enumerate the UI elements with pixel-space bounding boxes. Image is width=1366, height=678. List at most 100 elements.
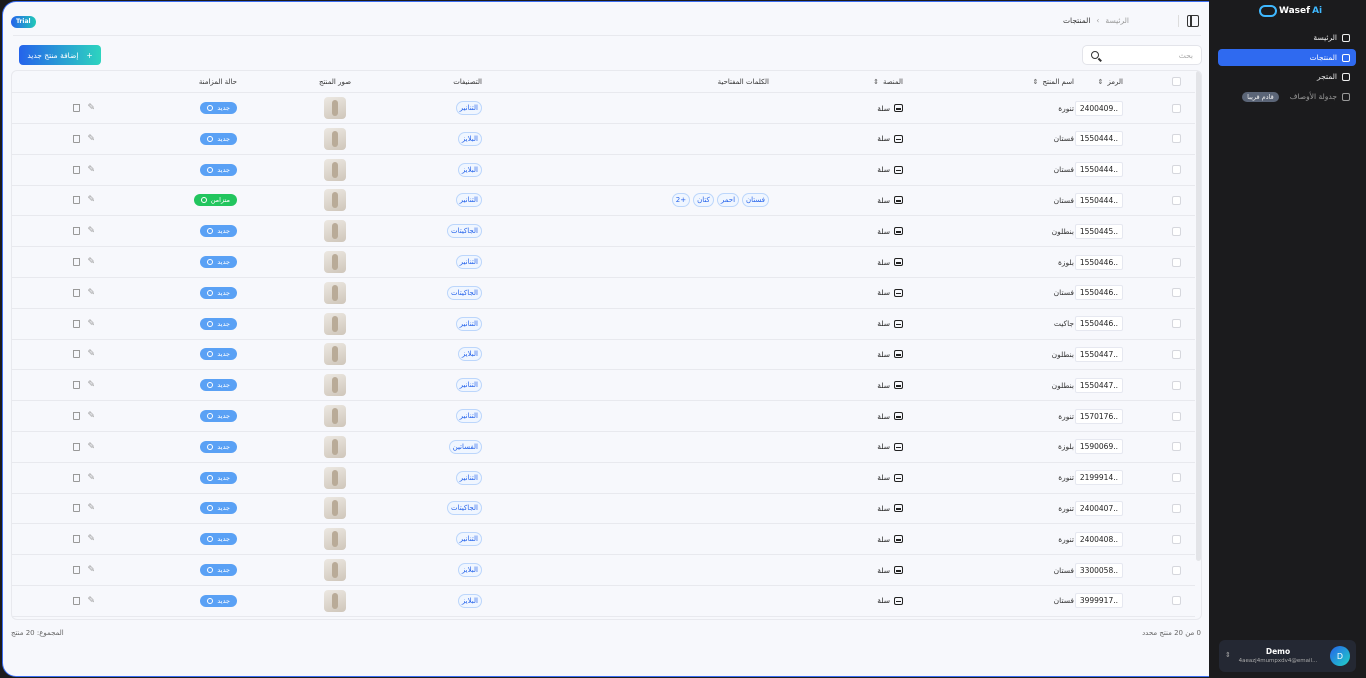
delete-icon[interactable] bbox=[73, 566, 81, 574]
delete-icon[interactable] bbox=[73, 134, 81, 143]
delete-icon[interactable] bbox=[73, 504, 81, 513]
row-checkbox[interactable] bbox=[1172, 195, 1181, 205]
edit-icon[interactable]: ✎ bbox=[87, 472, 95, 483]
row-checkbox[interactable] bbox=[1172, 103, 1181, 113]
product-image[interactable] bbox=[324, 374, 346, 397]
delete-icon[interactable] bbox=[73, 319, 81, 328]
edit-icon[interactable]: ✎ bbox=[87, 195, 95, 206]
edit-icon[interactable]: ✎ bbox=[87, 503, 95, 514]
product-image[interactable] bbox=[324, 127, 346, 150]
product-image[interactable] bbox=[324, 281, 346, 304]
edit-icon[interactable]: ✎ bbox=[87, 565, 95, 575]
delete-icon[interactable] bbox=[73, 381, 81, 390]
status-icon bbox=[207, 443, 214, 450]
product-image[interactable] bbox=[324, 158, 346, 181]
row-checkbox[interactable] bbox=[1172, 134, 1181, 144]
edit-icon[interactable]: ✎ bbox=[87, 349, 95, 360]
edit-icon[interactable]: ✎ bbox=[87, 380, 95, 391]
edit-icon[interactable]: ✎ bbox=[87, 133, 95, 144]
row-checkbox[interactable] bbox=[1172, 503, 1181, 513]
scrollbar[interactable] bbox=[1196, 71, 1201, 561]
sidebar-item-store[interactable]: المتجر bbox=[1218, 68, 1356, 85]
row-checkbox[interactable] bbox=[1172, 165, 1181, 175]
edit-icon[interactable]: ✎ bbox=[87, 411, 95, 421]
product-image[interactable] bbox=[324, 97, 346, 119]
product-image[interactable] bbox=[324, 343, 346, 366]
delete-icon[interactable] bbox=[73, 412, 81, 420]
product-name: فستان bbox=[1053, 134, 1074, 144]
header-code[interactable]: الرمز ⇕ bbox=[1097, 77, 1123, 86]
table-row: 2400407.. تنورة سلة الجاكيتات جديد ✎ bbox=[12, 493, 1195, 525]
product-image[interactable] bbox=[324, 312, 346, 335]
delete-icon[interactable] bbox=[73, 258, 81, 266]
edit-icon[interactable]: ✎ bbox=[87, 595, 95, 606]
select-all-checkbox[interactable] bbox=[1172, 77, 1181, 86]
product-image[interactable] bbox=[324, 251, 346, 273]
edit-icon[interactable]: ✎ bbox=[87, 103, 95, 113]
platform: سلة bbox=[877, 258, 903, 267]
breadcrumb-home[interactable]: الرئيسة bbox=[1105, 16, 1129, 25]
edit-icon[interactable]: ✎ bbox=[87, 164, 95, 175]
edit-icon[interactable]: ✎ bbox=[87, 441, 95, 452]
keywords bbox=[495, 493, 775, 523]
delete-icon[interactable] bbox=[73, 104, 81, 112]
product-image[interactable] bbox=[324, 435, 346, 458]
delete-icon[interactable] bbox=[73, 442, 81, 451]
row-checkbox[interactable] bbox=[1172, 473, 1181, 483]
edit-icon[interactable]: ✎ bbox=[87, 287, 95, 298]
sidebar-item-home[interactable]: الرئيسة bbox=[1218, 29, 1356, 46]
delete-icon[interactable] bbox=[73, 165, 81, 174]
user-menu[interactable]: ⇕ Demo 4aeazj4mumpxdv4@email... D bbox=[1219, 640, 1356, 672]
sidebar-item-products[interactable]: المنتجات bbox=[1218, 49, 1356, 66]
search-icon[interactable] bbox=[1091, 51, 1099, 59]
product-image[interactable] bbox=[324, 497, 346, 520]
table-row: 1550445.. بنطلون سلة الجاكيتات جديد ✎ bbox=[12, 216, 1195, 248]
row-checkbox[interactable] bbox=[1172, 411, 1181, 421]
delete-icon[interactable] bbox=[73, 196, 81, 205]
table-row: 3999917.. فستان سلة البلايز جديد ✎ bbox=[12, 586, 1195, 617]
search-box[interactable] bbox=[1082, 45, 1202, 65]
product-image[interactable] bbox=[324, 466, 346, 489]
delete-icon[interactable] bbox=[73, 473, 81, 482]
row-checkbox[interactable] bbox=[1172, 226, 1181, 236]
add-product-button[interactable]: + إضافة منتج جديد bbox=[19, 45, 101, 65]
platform: سلة bbox=[877, 104, 903, 113]
product-image[interactable] bbox=[324, 589, 346, 612]
row-checkbox[interactable] bbox=[1172, 257, 1181, 267]
product-name: تنورة bbox=[1058, 473, 1074, 483]
product-image[interactable] bbox=[324, 189, 346, 212]
product-image[interactable] bbox=[324, 528, 346, 551]
row-checkbox[interactable] bbox=[1172, 349, 1181, 359]
edit-icon[interactable]: ✎ bbox=[87, 226, 95, 237]
platform: سلة bbox=[877, 535, 903, 544]
search-input[interactable] bbox=[1113, 50, 1193, 60]
product-image[interactable] bbox=[324, 220, 346, 243]
product-image[interactable] bbox=[324, 405, 346, 427]
delete-icon[interactable] bbox=[73, 535, 81, 544]
keyword-tag: فستان bbox=[742, 193, 769, 208]
sidebar-item-schedule[interactable]: جدولة الأوصاف قادم قريبا bbox=[1218, 88, 1356, 105]
salla-icon bbox=[894, 134, 903, 143]
delete-icon[interactable] bbox=[73, 596, 81, 605]
row-checkbox[interactable] bbox=[1172, 534, 1181, 544]
edit-icon[interactable]: ✎ bbox=[87, 318, 95, 329]
header-name[interactable]: اسم المنتج ⇕ bbox=[1032, 77, 1074, 86]
product-code: 3999917.. bbox=[1074, 593, 1123, 609]
product-image[interactable] bbox=[324, 559, 346, 581]
edit-icon[interactable]: ✎ bbox=[87, 534, 95, 545]
keywords bbox=[495, 155, 775, 185]
sync-status-badge: جديد bbox=[200, 256, 237, 268]
header-platform[interactable]: المنصة ⇕ bbox=[873, 77, 903, 86]
delete-icon[interactable] bbox=[73, 227, 81, 236]
selected-count: 0 من 20 منتج محدد bbox=[1142, 629, 1201, 637]
row-checkbox[interactable] bbox=[1172, 565, 1181, 575]
row-checkbox[interactable] bbox=[1172, 288, 1181, 298]
row-checkbox[interactable] bbox=[1172, 442, 1181, 452]
delete-icon[interactable] bbox=[73, 350, 81, 359]
delete-icon[interactable] bbox=[73, 288, 81, 297]
toggle-sidebar-icon[interactable] bbox=[1187, 15, 1199, 27]
row-checkbox[interactable] bbox=[1172, 596, 1181, 606]
edit-icon[interactable]: ✎ bbox=[87, 257, 95, 267]
row-checkbox[interactable] bbox=[1172, 380, 1181, 390]
row-checkbox[interactable] bbox=[1172, 319, 1181, 329]
